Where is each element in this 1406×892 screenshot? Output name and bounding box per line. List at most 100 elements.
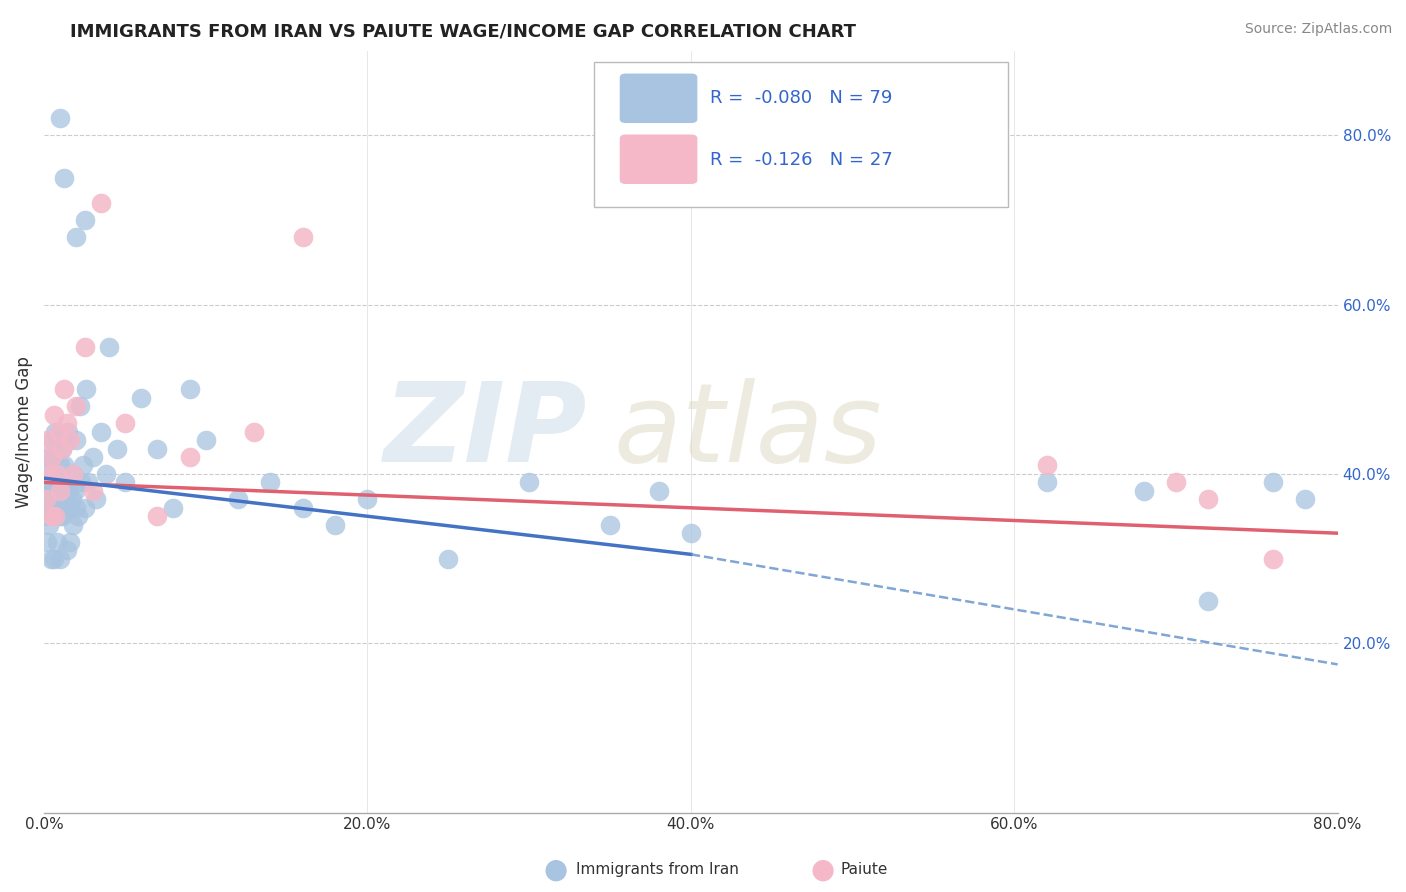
- Point: [46, 433, 69, 447]
- Point: [52, 500, 75, 515]
- Text: IMMIGRANTS FROM IRAN VS PAIUTE WAGE/INCOME GAP CORRELATION CHART: IMMIGRANTS FROM IRAN VS PAIUTE WAGE/INCO…: [70, 22, 856, 40]
- Point: [35, 509, 58, 524]
- Point: [37, 433, 59, 447]
- Text: ●: ●: [810, 855, 835, 884]
- Point: [42, 450, 65, 464]
- Point: [291, 500, 314, 515]
- Point: [82, 450, 104, 464]
- Point: [1261, 475, 1284, 490]
- Text: Paiute: Paiute: [841, 863, 889, 877]
- Point: [62, 467, 84, 481]
- Text: atlas: atlas: [613, 378, 882, 485]
- Point: [114, 416, 136, 430]
- Point: [38, 517, 60, 532]
- Point: [46, 467, 69, 481]
- Point: [49, 492, 72, 507]
- Point: [179, 450, 201, 464]
- Point: [49, 112, 72, 126]
- Point: [90, 196, 112, 211]
- Point: [41, 483, 63, 498]
- Point: [46, 492, 69, 507]
- Text: R =  -0.080   N = 79: R = -0.080 N = 79: [710, 89, 893, 107]
- Text: Source: ZipAtlas.com: Source: ZipAtlas.com: [1244, 22, 1392, 37]
- Point: [53, 483, 76, 498]
- Point: [226, 492, 249, 507]
- Point: [1035, 458, 1057, 473]
- Text: ●: ●: [543, 855, 568, 884]
- Point: [38, 467, 60, 481]
- Point: [73, 213, 96, 227]
- Point: [105, 442, 128, 456]
- Point: [52, 170, 75, 185]
- Point: [76, 475, 98, 490]
- Point: [90, 425, 112, 439]
- Point: [55, 543, 77, 558]
- Point: [94, 467, 117, 481]
- Point: [55, 416, 77, 430]
- Point: [129, 391, 152, 405]
- Point: [44, 509, 66, 524]
- Point: [1294, 492, 1316, 507]
- Point: [38, 483, 60, 498]
- Point: [1197, 492, 1219, 507]
- Point: [65, 433, 87, 447]
- Point: [55, 500, 77, 515]
- Point: [51, 442, 73, 456]
- Point: [59, 433, 82, 447]
- Point: [51, 442, 73, 456]
- Point: [52, 382, 75, 396]
- Point: [63, 483, 86, 498]
- Point: [679, 526, 702, 541]
- Point: [1261, 551, 1284, 566]
- Point: [1132, 483, 1154, 498]
- Point: [60, 492, 83, 507]
- Point: [1164, 475, 1187, 490]
- Point: [259, 475, 281, 490]
- Point: [67, 509, 90, 524]
- Point: [59, 500, 82, 515]
- Point: [39, 509, 62, 524]
- Point: [73, 500, 96, 515]
- Point: [38, 450, 60, 464]
- Point: [49, 551, 72, 566]
- Point: [70, 475, 93, 490]
- Point: [59, 534, 82, 549]
- Point: [42, 483, 65, 498]
- Point: [62, 517, 84, 532]
- FancyBboxPatch shape: [593, 62, 1008, 207]
- Point: [291, 230, 314, 244]
- Point: [647, 483, 669, 498]
- Point: [58, 425, 80, 439]
- Point: [72, 458, 94, 473]
- Point: [37, 500, 59, 515]
- Point: [35, 492, 58, 507]
- Point: [243, 425, 266, 439]
- Point: [39, 450, 62, 464]
- Point: [49, 483, 72, 498]
- Point: [37, 534, 59, 549]
- Point: [44, 425, 66, 439]
- Point: [48, 475, 70, 490]
- Point: [179, 382, 201, 396]
- Point: [194, 433, 217, 447]
- Point: [84, 492, 107, 507]
- Point: [39, 500, 62, 515]
- Point: [42, 551, 65, 566]
- Point: [48, 425, 70, 439]
- Point: [53, 433, 76, 447]
- Point: [97, 340, 120, 354]
- Point: [65, 230, 87, 244]
- Point: [146, 509, 169, 524]
- Point: [1197, 594, 1219, 608]
- Point: [52, 458, 75, 473]
- Y-axis label: Wage/Income Gap: Wage/Income Gap: [15, 356, 32, 508]
- Point: [39, 551, 62, 566]
- Point: [75, 382, 97, 396]
- Text: Immigrants from Iran: Immigrants from Iran: [576, 863, 740, 877]
- Point: [517, 475, 540, 490]
- Point: [437, 551, 460, 566]
- Point: [114, 475, 136, 490]
- Point: [48, 509, 70, 524]
- Point: [1035, 475, 1057, 490]
- Point: [42, 408, 65, 422]
